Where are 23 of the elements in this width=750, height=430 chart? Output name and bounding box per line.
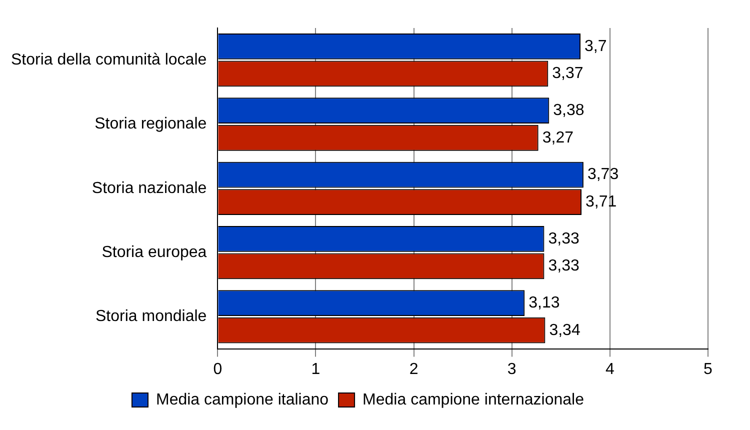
x-tick-label: 0 bbox=[213, 360, 222, 378]
x-tick-label: 4 bbox=[605, 360, 614, 378]
data-label: 3,33 bbox=[548, 230, 580, 248]
y-tick-label: Storia regionale bbox=[94, 116, 207, 133]
data-label: 3,73 bbox=[587, 166, 619, 184]
x-tick-label: 1 bbox=[311, 360, 320, 378]
legend-label: Media campione internazionale bbox=[362, 391, 584, 408]
x-tick-label: 5 bbox=[704, 360, 713, 378]
x-tick-label: 3 bbox=[507, 360, 516, 378]
y-tick-label: Storia europea bbox=[102, 244, 207, 261]
data-label: 3,7 bbox=[584, 38, 607, 55]
y-tick-label: Storia della comunità locale bbox=[10, 51, 207, 68]
data-label: 3,37 bbox=[552, 65, 584, 82]
legend-label: Media campione italiano bbox=[156, 391, 329, 408]
data-label: 3,34 bbox=[549, 322, 580, 339]
x-tick-label: 2 bbox=[409, 360, 418, 378]
data-label: 3,13 bbox=[528, 294, 560, 312]
data-label: 3,27 bbox=[542, 129, 574, 146]
data-label: 3,71 bbox=[585, 193, 617, 210]
y-tick-label: Storia mondiale bbox=[95, 308, 207, 326]
y-tick-label: Storia nazionale bbox=[92, 180, 207, 197]
data-label: 3,33 bbox=[548, 258, 580, 275]
data-label: 3,38 bbox=[553, 102, 584, 120]
